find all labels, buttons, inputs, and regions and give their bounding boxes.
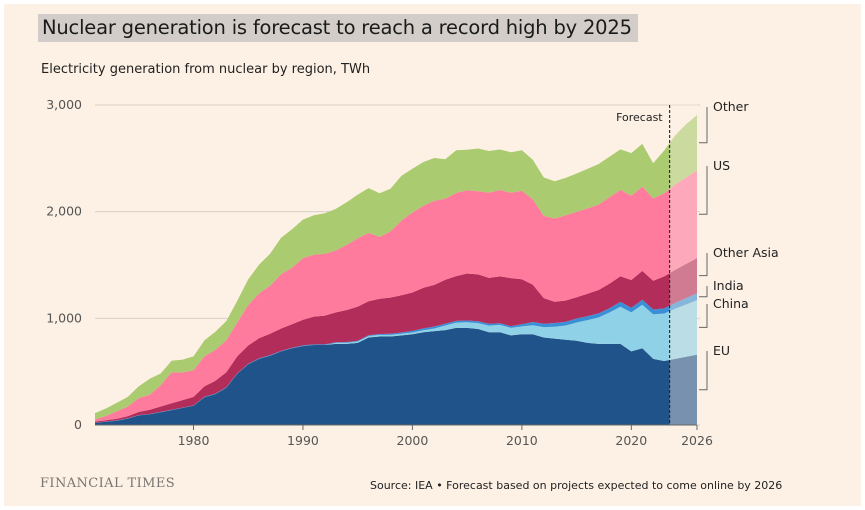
x-tick-label: 2000 <box>397 433 429 448</box>
y-tick-label: 0 <box>74 417 82 432</box>
legend-label-other-asia: Other Asia <box>713 245 779 260</box>
legend-connector <box>699 107 708 144</box>
series-eu <box>95 327 697 425</box>
source-note: Source: IEA • Forecast based on projects… <box>370 479 783 492</box>
x-tick-label: 2020 <box>615 433 647 448</box>
legend-connector <box>699 166 708 215</box>
legend-connector <box>699 253 708 277</box>
y-tick-label: 2,000 <box>46 204 82 219</box>
y-tick-label: 3,000 <box>46 97 82 112</box>
forecast-label: Forecast <box>616 111 663 124</box>
x-tick-label: 2026 <box>681 433 713 448</box>
series-india <box>95 293 697 423</box>
chart-subtitle: Electricity generation from nuclear by r… <box>41 62 371 77</box>
legend-label-other: Other <box>713 99 749 114</box>
legend-connector <box>699 286 708 298</box>
brand-logo: FINANCIAL TIMES <box>40 476 176 491</box>
series-other-asia <box>95 258 697 423</box>
x-tick-label: 2010 <box>506 433 538 448</box>
series-other <box>95 115 697 420</box>
forecast-shade <box>669 95 698 425</box>
legend-label-us: US <box>713 158 730 173</box>
series-us <box>95 170 697 422</box>
legend-label-china: China <box>713 296 749 311</box>
x-tick-label: 1990 <box>287 433 319 448</box>
series-china <box>95 300 697 423</box>
legend-connector <box>699 304 708 328</box>
legend-label-india: India <box>713 278 744 293</box>
y-tick-label: 1,000 <box>46 310 82 325</box>
legend-label-eu: EU <box>713 343 730 358</box>
chart-title: Nuclear generation is forecast to reach … <box>38 14 638 42</box>
legend-connector <box>699 351 708 391</box>
x-tick-label: 1980 <box>178 433 210 448</box>
